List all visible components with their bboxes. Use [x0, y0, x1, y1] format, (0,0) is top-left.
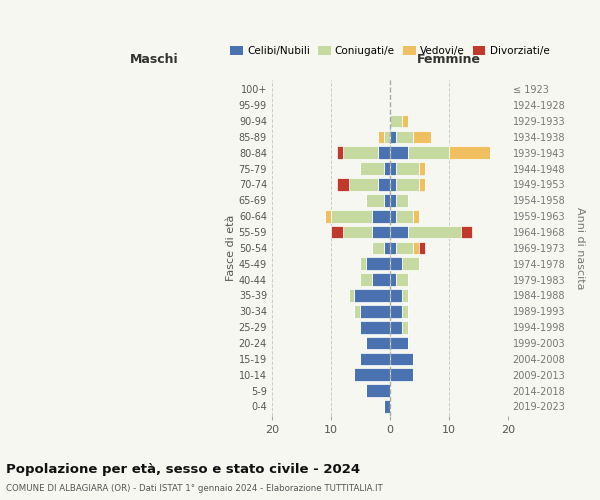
- Text: Femmine: Femmine: [417, 54, 481, 66]
- Bar: [401, 289, 407, 302]
- Bar: [331, 210, 372, 222]
- Bar: [325, 210, 331, 222]
- Bar: [449, 146, 490, 159]
- Text: COMUNE DI ALBAGIARA (OR) - Dati ISTAT 1° gennaio 2024 - Elaborazione TUTTITALIA.: COMUNE DI ALBAGIARA (OR) - Dati ISTAT 1°…: [6, 484, 383, 493]
- Bar: [390, 130, 396, 143]
- Bar: [349, 178, 378, 191]
- Bar: [390, 258, 401, 270]
- Bar: [337, 178, 349, 191]
- Bar: [337, 146, 343, 159]
- Bar: [366, 194, 384, 206]
- Bar: [390, 368, 413, 381]
- Bar: [401, 305, 407, 318]
- Bar: [384, 130, 390, 143]
- Bar: [378, 130, 384, 143]
- Bar: [355, 305, 361, 318]
- Bar: [372, 274, 390, 286]
- Bar: [390, 226, 407, 238]
- Bar: [390, 178, 396, 191]
- Bar: [366, 384, 390, 397]
- Bar: [390, 289, 401, 302]
- Bar: [384, 162, 390, 175]
- Bar: [372, 210, 390, 222]
- Bar: [419, 178, 425, 191]
- Bar: [390, 242, 396, 254]
- Bar: [343, 146, 378, 159]
- Bar: [419, 242, 425, 254]
- Bar: [390, 146, 407, 159]
- Bar: [413, 130, 431, 143]
- Bar: [355, 368, 390, 381]
- Bar: [401, 258, 419, 270]
- Bar: [390, 336, 407, 349]
- Y-axis label: Fasce di età: Fasce di età: [226, 214, 236, 281]
- Bar: [396, 274, 407, 286]
- Text: Maschi: Maschi: [130, 54, 178, 66]
- Bar: [331, 226, 343, 238]
- Bar: [413, 210, 419, 222]
- Bar: [401, 321, 407, 334]
- Bar: [384, 400, 390, 413]
- Bar: [372, 226, 390, 238]
- Text: Popolazione per età, sesso e stato civile - 2024: Popolazione per età, sesso e stato civil…: [6, 462, 360, 475]
- Bar: [419, 162, 425, 175]
- Bar: [361, 162, 384, 175]
- Bar: [361, 274, 372, 286]
- Bar: [366, 258, 390, 270]
- Bar: [396, 210, 413, 222]
- Bar: [361, 305, 390, 318]
- Bar: [396, 130, 413, 143]
- Bar: [396, 194, 407, 206]
- Bar: [366, 336, 390, 349]
- Bar: [407, 146, 449, 159]
- Bar: [384, 242, 390, 254]
- Bar: [396, 178, 419, 191]
- Bar: [361, 258, 366, 270]
- Bar: [413, 242, 419, 254]
- Bar: [396, 162, 419, 175]
- Bar: [401, 114, 407, 128]
- Legend: Celibi/Nubili, Coniugati/e, Vedovi/e, Divorziati/e: Celibi/Nubili, Coniugati/e, Vedovi/e, Di…: [226, 42, 554, 60]
- Bar: [378, 178, 390, 191]
- Bar: [390, 352, 413, 365]
- Bar: [390, 114, 401, 128]
- Bar: [384, 194, 390, 206]
- Bar: [461, 226, 472, 238]
- Bar: [361, 321, 390, 334]
- Bar: [390, 321, 401, 334]
- Bar: [361, 352, 390, 365]
- Bar: [390, 274, 396, 286]
- Bar: [378, 146, 390, 159]
- Bar: [372, 242, 384, 254]
- Bar: [390, 162, 396, 175]
- Bar: [343, 226, 372, 238]
- Y-axis label: Anni di nascita: Anni di nascita: [575, 206, 585, 289]
- Bar: [390, 305, 401, 318]
- Bar: [355, 289, 390, 302]
- Bar: [390, 210, 396, 222]
- Bar: [407, 226, 461, 238]
- Bar: [349, 289, 355, 302]
- Bar: [390, 194, 396, 206]
- Bar: [396, 242, 413, 254]
